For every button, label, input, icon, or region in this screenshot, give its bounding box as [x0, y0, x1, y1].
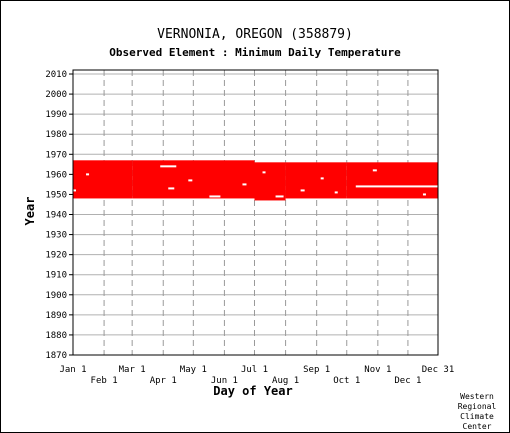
coverage-block [254, 162, 286, 201]
x-tick-label: Jun 1 [211, 376, 238, 386]
grid [73, 70, 438, 356]
x-tick-label: May 1 [180, 365, 207, 375]
x-axis-ticks: Jan 1 Mar 1 May 1 Jul 1 Sep 1 Nov 1 Dec 31 Feb … [59, 365, 454, 386]
y-tick-label: 1920 [45, 251, 67, 261]
missing-gap [209, 195, 221, 198]
missing-gap [73, 189, 77, 192]
x-tick-label: Apr 1 [150, 376, 177, 386]
y-tick-label: 1900 [45, 291, 67, 301]
x-tick-label: Aug 1 [272, 376, 299, 386]
chart-subtitle: Observed Element : Minimum Daily Tempera… [109, 46, 401, 59]
y-tick-label: 1980 [45, 130, 67, 140]
y-tick-label: 1950 [45, 190, 67, 200]
missing-gap [188, 179, 193, 182]
missing-gap [86, 173, 90, 176]
x-tick-label: Mar 1 [119, 365, 146, 375]
missing-gap [355, 185, 438, 188]
coverage-block [73, 160, 133, 199]
missing-gap [168, 187, 175, 190]
credit-line: Climate [460, 412, 494, 421]
y-tick-label: 1870 [45, 351, 67, 361]
y-tick-label: 2010 [45, 70, 67, 80]
missing-gap [422, 193, 426, 196]
x-tick-label: Dec 1 [394, 376, 421, 386]
credit-line: Regional [458, 402, 497, 411]
x-tick-label: Oct 1 [333, 376, 360, 386]
coverage-block [346, 162, 438, 199]
chart-title: VERNONIA, OREGON (358879) [157, 27, 353, 42]
x-tick-label: Feb 1 [91, 376, 118, 386]
x-tick-label: Jan 1 [59, 365, 86, 375]
x-tick-label: Sep 1 [303, 365, 330, 375]
data-coverage [73, 160, 438, 201]
credit: Western Regional Climate Center [458, 392, 497, 431]
y-tick-label: 1880 [45, 331, 67, 341]
coverage-block [132, 160, 255, 199]
y-tick-label: 1930 [45, 231, 67, 241]
missing-gap [160, 165, 177, 168]
missing-gap [262, 171, 266, 174]
credit-line: Center [463, 422, 492, 431]
missing-gap [372, 169, 377, 172]
y-tick-label: 1990 [45, 110, 67, 120]
y-tick-label: 1910 [45, 271, 67, 281]
y-tick-label: 1890 [45, 311, 67, 321]
missing-gap [242, 183, 247, 186]
x-tick-label: Dec 31 [422, 365, 455, 375]
x-axis-label: Day of Year [213, 384, 292, 398]
missing-gap [320, 177, 324, 180]
y-axis-ticks: 1870 1880 1890 1900 1910 1920 1930 1940 1950 1960… [45, 70, 73, 361]
y-tick-label: 1940 [45, 211, 67, 221]
x-tick-label: Jul 1 [241, 365, 268, 375]
credit-line: Western [460, 392, 494, 401]
missing-gap [275, 195, 284, 198]
y-tick-label: 1970 [45, 150, 67, 160]
plot-border [72, 69, 439, 356]
y-tick-label: 2000 [45, 90, 67, 100]
y-tick-label: 1960 [45, 170, 67, 180]
x-tick-label: Nov 1 [364, 365, 391, 375]
missing-gap [300, 189, 305, 192]
y-axis-label: Year [23, 197, 37, 226]
missing-gap [334, 191, 338, 194]
